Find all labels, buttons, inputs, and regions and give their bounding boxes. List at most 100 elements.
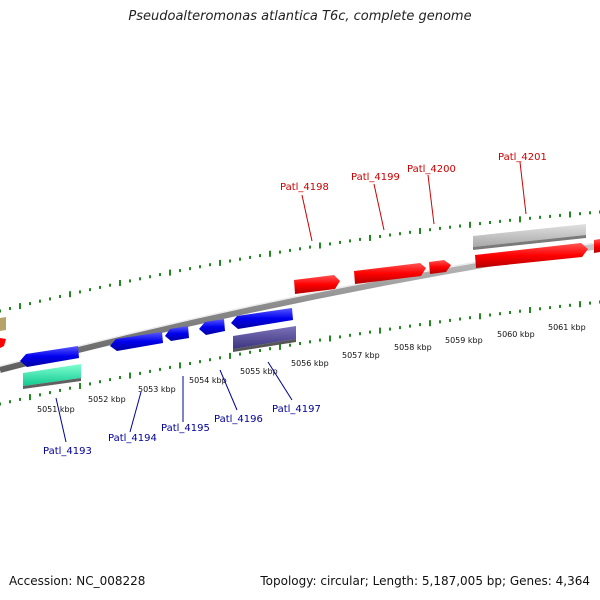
leader-line-patl4193 <box>55 397 67 443</box>
forward-track-minor-tick <box>379 235 381 238</box>
reverse-track-major-tick <box>479 313 481 320</box>
reverse-track-minor-tick <box>109 378 111 382</box>
gene-arrow-patl4200[interactable] <box>429 260 451 274</box>
forward-track-minor-tick <box>539 215 541 219</box>
gene-block-grey[interactable] <box>473 224 586 247</box>
gene-label-patl4201[interactable]: Patl_4201 <box>498 152 547 163</box>
gene-arrow-patl4201[interactable] <box>475 243 588 268</box>
reverse-track-minor-tick <box>0 402 1 406</box>
scale-label-5055: 5055 kbp <box>240 367 278 376</box>
reverse-track-minor-tick <box>369 330 371 334</box>
forward-track-minor-tick <box>79 290 81 294</box>
gene-arrow-partial-red[interactable] <box>0 338 6 348</box>
reverse-track-minor-tick <box>19 397 21 401</box>
reverse-track-minor-tick <box>409 324 411 328</box>
reverse-track-minor-tick <box>199 360 201 364</box>
scale-label-5061: 5061 kbp <box>548 323 586 332</box>
gene-label-patl4197[interactable]: Patl_4197 <box>272 404 321 415</box>
gene-arrow-patl4193[interactable] <box>20 346 79 367</box>
reverse-track-major-tick <box>279 343 281 350</box>
gene-label-patl4200[interactable]: Patl_4200 <box>407 164 456 175</box>
reverse-track-minor-tick <box>349 333 351 337</box>
gene-label-patl4199[interactable]: Patl_4199 <box>351 172 400 183</box>
forward-track-minor-tick <box>439 226 441 230</box>
gene-arrow-patl4195[interactable] <box>165 326 189 341</box>
forward-track-minor-tick <box>399 232 401 236</box>
forward-track-major-tick <box>219 259 221 266</box>
reverse-track-minor-tick <box>419 323 421 327</box>
forward-track-minor-tick <box>149 275 151 279</box>
forward-track-major-tick <box>19 303 21 310</box>
forward-track-minor-tick <box>389 233 391 237</box>
leader-line-patl4199 <box>373 183 385 231</box>
reverse-tick-track <box>0 300 600 406</box>
forward-track-minor-tick <box>49 297 51 301</box>
reverse-track-minor-tick <box>299 342 301 345</box>
reverse-track-minor-tick <box>149 369 151 373</box>
reverse-track-major-tick <box>229 352 231 359</box>
scale-label-5051: 5051 kbp <box>37 405 75 414</box>
leader-line-patl4197 <box>267 361 293 401</box>
reverse-track-minor-tick <box>189 362 191 365</box>
reverse-track-minor-tick <box>589 301 591 305</box>
scale-labels: 5051 kbp 5052 kbp 5053 kbp 5054 kbp 5055… <box>37 323 586 414</box>
forward-track-minor-tick <box>179 269 181 273</box>
forward-track-minor-tick <box>289 248 291 252</box>
gene-block-purple-edge <box>233 339 296 352</box>
forward-gene-labels: Patl_4198 Patl_4199 Patl_4200 Patl_4201 <box>280 152 547 242</box>
forward-track-minor-tick <box>549 214 551 218</box>
gene-label-patl4194[interactable]: Patl_4194 <box>108 433 157 444</box>
forward-track-minor-tick <box>159 273 161 277</box>
forward-track-minor-tick <box>329 242 331 246</box>
gene-arrow-patl4196[interactable] <box>199 319 225 335</box>
scale-label-5056: 5056 kbp <box>291 359 329 368</box>
reverse-track-minor-tick <box>39 393 41 397</box>
reverse-track-minor-tick <box>449 318 451 322</box>
gene-arrow-patl4197[interactable] <box>231 308 293 329</box>
gene-arrow-patl4199[interactable] <box>354 263 426 284</box>
reverse-track-minor-tick <box>489 313 491 317</box>
forward-track-major-tick <box>169 269 171 276</box>
gene-label-patl4198[interactable]: Patl_4198 <box>280 182 329 193</box>
forward-track-major-tick <box>69 291 71 298</box>
reverse-track-major-tick <box>329 335 331 342</box>
forward-track-minor-tick <box>359 237 361 241</box>
reverse-track-major-tick <box>379 327 381 334</box>
reverse-track-major-tick <box>529 307 531 313</box>
scale-label-5054: 5054 kbp <box>189 376 227 385</box>
scale-label-5057: 5057 kbp <box>342 351 380 360</box>
gene-block-teal[interactable] <box>23 364 81 386</box>
leader-line-patl4200 <box>427 174 435 225</box>
gene-arrow-partial-right[interactable] <box>594 239 600 253</box>
reverse-track-minor-tick <box>209 358 211 362</box>
gene-label-patl4196[interactable]: Patl_4196 <box>214 414 263 425</box>
forward-track-minor-tick <box>589 211 591 215</box>
scale-label-5053: 5053 kbp <box>138 385 176 394</box>
gene-arrow-patl4194[interactable] <box>110 332 163 351</box>
reverse-track-major-tick <box>129 372 131 379</box>
forward-track-minor-tick <box>449 225 451 229</box>
forward-track-major-tick <box>419 228 421 234</box>
reverse-track-minor-tick <box>139 371 141 375</box>
gene-label-patl4195[interactable]: Patl_4195 <box>161 423 210 434</box>
gene-block-purple[interactable] <box>233 326 296 349</box>
reverse-track-minor-tick <box>269 347 271 351</box>
gene-label-patl4193[interactable]: Patl_4193 <box>43 446 92 457</box>
forward-track-minor-tick <box>99 285 101 289</box>
leader-line-patl4196 <box>219 369 238 411</box>
forward-track-minor-tick <box>349 239 351 243</box>
reverse-track-minor-tick <box>239 352 241 356</box>
forward-track-minor-tick <box>579 212 581 216</box>
forward-track-minor-tick <box>279 250 281 254</box>
reverse-track-minor-tick <box>469 316 471 320</box>
scale-label-5058: 5058 kbp <box>394 343 432 352</box>
gene-arrow-partial-tan[interactable] <box>0 317 6 331</box>
reverse-track-major-tick <box>79 383 81 389</box>
gene-arrow-patl4198[interactable] <box>294 275 340 294</box>
forward-track-minor-tick <box>59 295 61 298</box>
genome-title: Pseudoalteromonas atlantica T6c, complet… <box>128 9 472 24</box>
reverse-gene-labels: Patl_4193 Patl_4194 Patl_4195 Patl_4196 … <box>43 361 321 457</box>
reverse-track-minor-tick <box>389 327 391 331</box>
